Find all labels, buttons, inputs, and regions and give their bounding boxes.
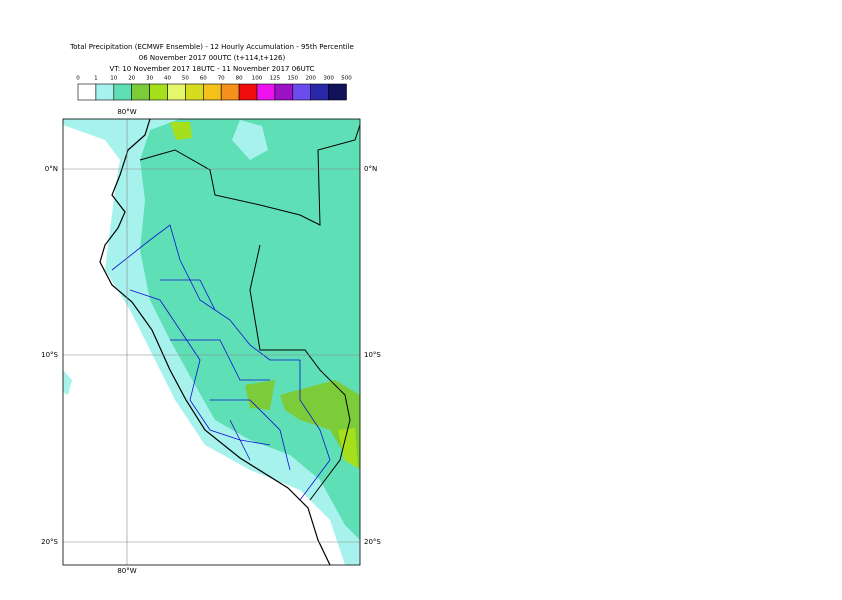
precip-moderate — [140, 119, 360, 540]
lat-label: 10°S — [364, 351, 381, 359]
colorbar-label: 100 — [252, 76, 263, 82]
subtitle: 06 November 2017 00UTC (t+114,t+126) — [139, 54, 286, 62]
colorbar-label: 80 — [236, 76, 243, 82]
precip-light — [63, 370, 72, 395]
lat-label: 20°S — [41, 538, 58, 546]
lon-label: 80°W — [117, 567, 136, 575]
subtitle: VT: 10 November 2017 18UTC - 11 November… — [109, 65, 314, 73]
colorbar-label: 300 — [323, 76, 334, 82]
colorbar-label: 1 — [94, 76, 98, 82]
colorbar-swatch — [131, 83, 150, 101]
map-frame — [62, 118, 361, 566]
colorbar-swatch — [292, 83, 311, 101]
colorbar-swatch — [256, 83, 276, 101]
colorbar-label: 50 — [182, 76, 189, 82]
colorbar-swatch — [77, 83, 97, 101]
title: Total Precipitation (ECMWF Ensemble) - 1… — [69, 43, 354, 51]
precip-heavy — [280, 380, 360, 470]
colorbar-swatch — [203, 83, 222, 101]
colorbar-swatch — [328, 83, 347, 101]
precip-heavy — [338, 428, 358, 468]
colorbar-swatch — [238, 83, 258, 101]
colorbar-label: 150 — [288, 76, 299, 82]
lat-label: 20°S — [364, 538, 381, 546]
lat-label: 0°N — [364, 165, 377, 173]
colorbar-swatch — [185, 83, 204, 101]
colorbar-label: 30 — [146, 76, 153, 82]
colorbar-swatch — [95, 83, 115, 101]
colorbar: 0 1 10 20 30 40 50 60 70 80 100 125 150 200 300 500 — [76, 76, 352, 101]
coastline — [99, 119, 331, 565]
colorbar-swatch — [149, 83, 168, 101]
lat-label: 10°S — [41, 351, 58, 359]
colorbar-label: 200 — [305, 76, 316, 82]
precip-heavy — [245, 380, 275, 410]
colorbar-label: 125 — [270, 76, 281, 82]
colorbar-swatch — [220, 83, 240, 101]
colorbar-label: 10 — [110, 76, 117, 82]
precip-heavy — [170, 122, 192, 140]
colorbar-swatch — [113, 83, 133, 101]
colorbar-label: 70 — [218, 76, 225, 82]
colorbar-swatch — [274, 83, 294, 101]
colorbar-label: 500 — [341, 76, 352, 82]
precip-light — [232, 120, 268, 160]
colorbar-label: 60 — [200, 76, 207, 82]
colorbar-label: 40 — [164, 76, 171, 82]
lon-label: 80°W — [117, 108, 136, 116]
colorbar-label: 20 — [128, 76, 135, 82]
colorbar-swatch — [167, 83, 186, 101]
country-border — [139, 124, 360, 501]
region-border — [111, 224, 331, 501]
map: 80°W 80°W 0°N 0°N 10°S 10°S 20°S 20°S — [41, 108, 381, 575]
lat-label: 0°N — [45, 165, 58, 173]
colorbar-swatch — [310, 83, 329, 101]
colorbar-label: 0 — [76, 76, 80, 82]
